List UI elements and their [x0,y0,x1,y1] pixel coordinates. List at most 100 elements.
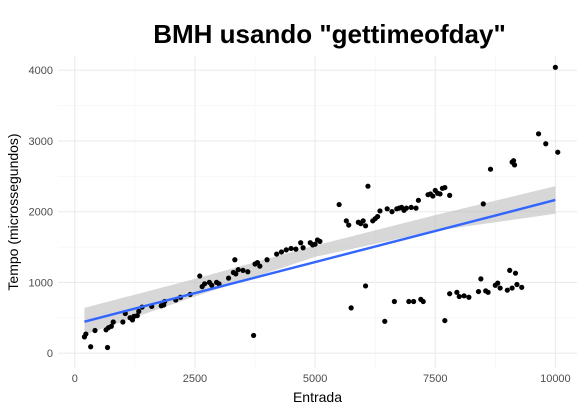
data-point [509,285,515,291]
data-point [408,204,414,211]
data-point [382,318,388,324]
data-point [487,166,494,172]
data-point [543,141,549,147]
y-axis-ticks: 0 1000 2000 3000 4000 [29,65,53,360]
data-point [92,327,98,334]
data-point [362,223,369,229]
y-tick-label: 2000 [29,207,53,219]
data-point [461,293,467,299]
x-tick-label: 10000 [540,373,571,385]
data-point [300,245,306,251]
data-point [552,64,558,70]
data-point [197,273,203,279]
data-point [362,283,369,289]
data-point [456,293,462,300]
data-point [389,209,395,215]
data-point [442,317,448,324]
confidence-band-group [84,186,556,335]
data-point [480,201,486,207]
data-point [274,251,280,257]
data-point [225,275,232,281]
data-point [478,276,484,282]
data-point [83,331,89,337]
data-point [245,269,251,275]
data-point [475,288,482,295]
x-axis-title: Entrada [293,389,342,405]
data-point [512,270,519,276]
data-point [406,298,412,305]
y-tick-label: 4000 [29,65,53,77]
points-group [81,64,561,351]
data-point [466,294,472,300]
chart-title: BMH usando "gettimeofday" [153,19,506,49]
data-point [514,281,520,288]
data-point [298,240,304,246]
y-tick-label: 1000 [29,277,53,289]
data-point [343,218,349,224]
data-point [136,308,142,315]
data-point [120,319,126,325]
fit-line-group [84,198,556,323]
data-point [278,249,285,255]
data-point [447,192,453,198]
data-point [437,191,443,197]
data-point [535,131,542,137]
data-point [317,238,323,244]
data-point [264,257,270,263]
data-point [442,184,448,191]
data-point [511,162,518,168]
data-point [415,197,422,203]
data-point [413,205,419,211]
x-tick-label: 5000 [303,373,327,385]
data-point [216,281,222,287]
data-point [88,344,94,350]
data-point [374,213,381,220]
data-point [209,282,215,288]
y-tick-label: 3000 [29,136,53,148]
data-point [485,289,491,295]
data-point [377,208,383,214]
data-point [240,267,246,273]
data-point [510,158,517,164]
data-point [293,246,299,252]
data-point [519,284,525,290]
data-point [360,218,366,224]
data-point [201,281,208,287]
data-point [403,205,410,211]
data-point [346,222,352,228]
x-tick-label: 2500 [183,373,207,385]
data-point [365,183,371,189]
data-point [447,291,453,297]
data-point [235,267,241,273]
regression-line [84,198,556,323]
data-point [504,287,510,293]
x-axis-ticks: 0 2500 5000 7500 10000 [72,373,571,385]
data-point [104,344,111,351]
data-point [336,201,342,208]
data-point [233,271,239,277]
data-point [312,241,318,247]
confidence-band [84,186,556,335]
data-point [555,149,561,155]
data-point [495,280,501,286]
data-point [250,332,257,339]
data-point [497,285,503,291]
data-point [420,298,426,305]
data-point [454,289,460,295]
y-axis-title: Tempo (microssegundos) [5,133,21,290]
x-tick-label: 7500 [423,373,447,385]
data-point [283,247,289,253]
data-point [110,319,116,325]
data-point [430,193,436,199]
data-point [507,267,513,273]
data-point [348,305,354,311]
data-point [257,263,263,269]
data-point [391,298,397,305]
x-tick-label: 0 [72,373,78,385]
data-point [134,313,140,319]
data-point [108,323,114,329]
data-point [411,298,417,305]
data-point [288,245,294,252]
data-point [232,257,238,263]
